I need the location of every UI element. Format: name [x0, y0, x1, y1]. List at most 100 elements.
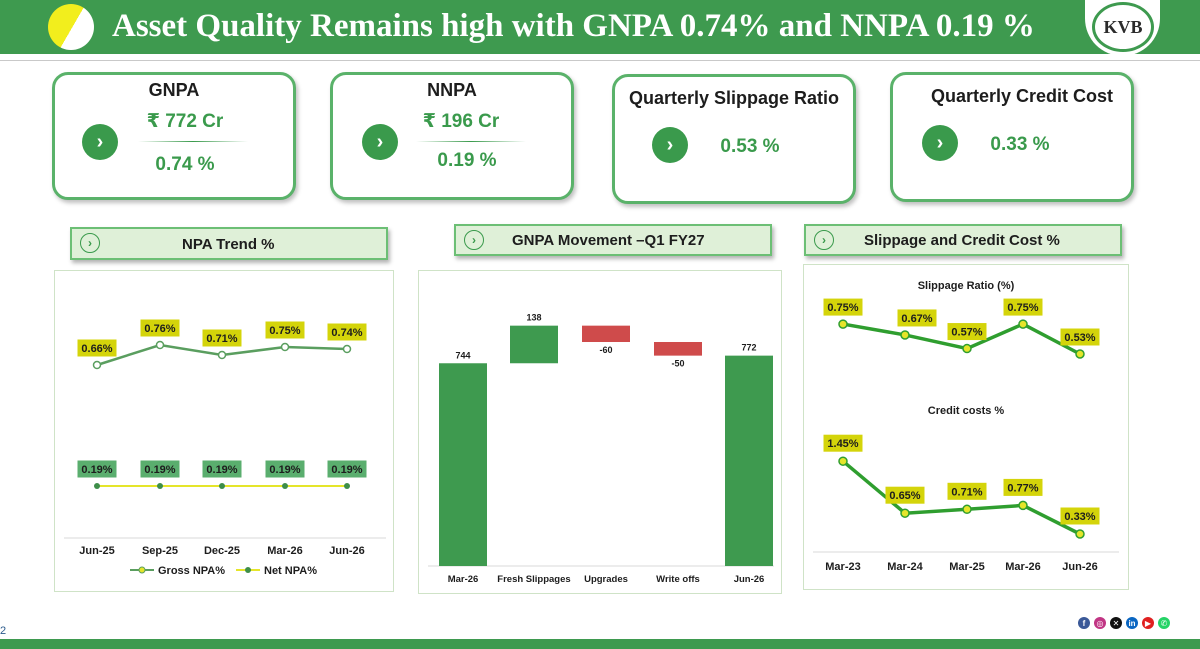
credit-cost-data-label: 0.71% [951, 486, 982, 498]
gross-npa-data-label-bg [77, 339, 117, 357]
net-npa-data-label-bg [202, 460, 242, 478]
x-tick-label: Jun-26 [734, 574, 765, 585]
gross-npa-data-label: 0.71% [206, 333, 237, 345]
header-bar [0, 0, 1200, 54]
x-tick-label: Jun-25 [79, 545, 114, 557]
bar-data-label: -50 [671, 359, 684, 369]
gross-npa-data-label-bg [265, 321, 305, 339]
gnpa-percent: 0.74 % [155, 154, 215, 175]
x-tick-label: Dec-25 [204, 545, 240, 557]
x-tick-label: Sep-25 [142, 545, 178, 557]
gross-npa-point [342, 344, 352, 354]
gross-npa-data-label-bg [140, 319, 180, 337]
chevron-right-icon[interactable]: › [814, 230, 834, 250]
credit-cost-point [1075, 529, 1085, 539]
credit-cost-data-label-bg [823, 434, 863, 452]
credit-cost-point [900, 508, 910, 518]
net-npa-point [344, 483, 350, 489]
x-tick-label: Fresh Slippages [497, 574, 570, 585]
slippage-data-label: 0.75% [1007, 302, 1038, 314]
waterfall-bar [439, 363, 487, 566]
slippage-data-label-bg [947, 323, 987, 341]
net-npa-point [282, 483, 288, 489]
brand-circle-icon [48, 4, 94, 50]
credit-cost-point [838, 456, 848, 466]
gnpa-movement-chart: 744 Mar-26 138 Fresh Slippages -60 Upgrades -5… [428, 313, 774, 585]
net-npa-point [157, 483, 163, 489]
divider [0, 60, 1200, 61]
divider [416, 141, 526, 142]
net-npa-data-label-bg [140, 460, 180, 478]
net-npa-point [94, 483, 100, 489]
credit-cost-data-label-bg [1060, 507, 1100, 525]
chevron-right-icon[interactable]: › [922, 125, 958, 161]
chevron-right-icon[interactable]: › [82, 124, 118, 160]
divider [138, 141, 248, 142]
slippage-data-label: 0.75% [827, 302, 858, 314]
legend-gross-marker [138, 566, 146, 574]
gross-npa-data-label: 0.66% [81, 343, 112, 355]
slippage-data-label-bg [1060, 328, 1100, 346]
bar-data-label: 744 [455, 350, 470, 360]
slippage-data-label-bg [823, 298, 863, 316]
credit-cost-point [962, 504, 972, 515]
credit-cost-data-label: 0.33% [1064, 511, 1095, 523]
net-npa-data-label: 0.19% [331, 464, 362, 476]
kvb-logo-text: KVB [1092, 2, 1154, 52]
net-npa-data-label: 0.19% [269, 464, 300, 476]
bar-data-label: 772 [741, 343, 756, 353]
net-npa-data-label: 0.19% [206, 464, 237, 476]
x-tick-label: Mar-26 [267, 545, 302, 557]
gross-npa-point [155, 340, 165, 350]
slippage-credit-title: Slippage and Credit Cost % [864, 232, 1060, 249]
slippage-point [1018, 319, 1028, 329]
npa-trend-title: NPA Trend % [182, 236, 275, 253]
legend-net-label: Net NPA% [264, 565, 317, 577]
credit-cost-card-title: Quarterly Credit Cost [930, 86, 1114, 106]
net-npa-point [219, 483, 225, 489]
gross-npa-point [217, 350, 227, 360]
gross-npa-data-label: 0.75% [269, 325, 300, 337]
credit-cost-data-label-bg [885, 486, 925, 504]
chevron-right-icon[interactable]: › [362, 124, 398, 160]
net-npa-data-label: 0.19% [81, 464, 112, 476]
waterfall-bar [582, 325, 630, 343]
gnpa-movement-title: GNPA Movement –Q1 FY27 [512, 232, 705, 249]
x-tick-label: Mar-26 [1005, 561, 1040, 573]
page-number: 2 [0, 625, 7, 637]
net-npa-data-label-bg [327, 460, 367, 478]
chevron-right-icon[interactable]: › [80, 233, 100, 253]
instagram-icon[interactable]: ◎ [1094, 617, 1106, 629]
slippage-data-label: 0.67% [901, 313, 932, 325]
youtube-icon[interactable]: ▶ [1142, 617, 1154, 629]
slippage-value: 0.53 % [720, 136, 780, 157]
facebook-icon[interactable]: f [1078, 617, 1090, 629]
chevron-right-icon[interactable]: › [464, 230, 484, 250]
gross-npa-data-label: 0.74% [331, 327, 362, 339]
credit-cost-data-label: 0.77% [1007, 482, 1038, 494]
bar-data-label: -60 [599, 345, 612, 355]
gross-npa-data-label-bg [202, 329, 242, 347]
slippage-chart-title: Slippage Ratio (%) [918, 280, 1015, 292]
slippage-point [1075, 349, 1085, 359]
nnpa-card [330, 72, 574, 200]
chevron-right-icon[interactable]: › [652, 127, 688, 163]
slippage-point [838, 319, 848, 329]
slippage-data-label: 0.53% [1064, 332, 1095, 344]
slippage-point [900, 330, 910, 340]
x-tick-label: Mar-23 [825, 561, 860, 573]
credit-cost-point [1018, 500, 1028, 511]
gross-npa-data-label-bg [327, 323, 367, 341]
x-icon[interactable]: ✕ [1110, 617, 1122, 629]
whatsapp-icon[interactable]: ✆ [1158, 617, 1170, 629]
x-tick-label: Write offs [656, 574, 700, 585]
waterfall-bar [510, 325, 558, 364]
credit-cost-data-label-bg [947, 482, 987, 500]
linkedin-icon[interactable]: in [1126, 617, 1138, 629]
page-title: Asset Quality Remains high with GNPA 0.7… [112, 8, 1035, 44]
x-tick-label: Jun-26 [329, 545, 364, 557]
net-npa-data-label: 0.19% [144, 464, 175, 476]
npa-trend-header [70, 227, 388, 260]
slippage-card-title: Quarterly Slippage Ratio [628, 88, 840, 108]
nnpa-amount: ₹ 196 Cr [422, 111, 500, 132]
